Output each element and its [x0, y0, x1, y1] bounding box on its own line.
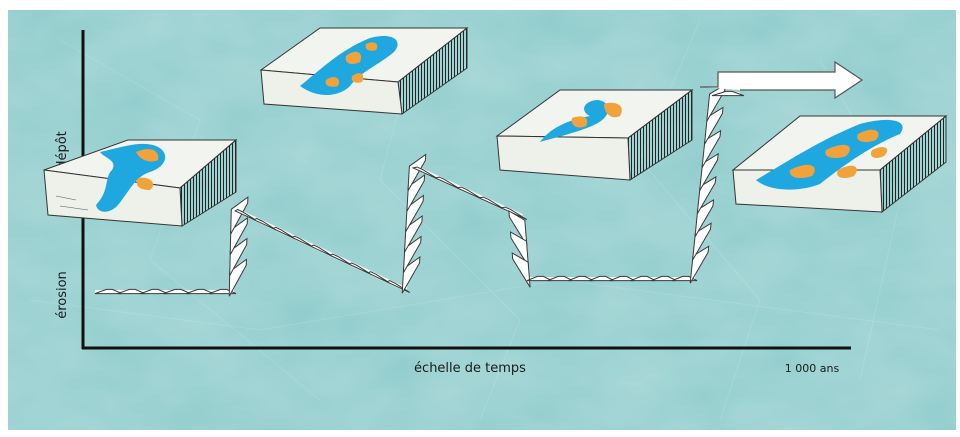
ribbon-coil [589, 275, 615, 282]
ribbon-coil [455, 186, 484, 200]
ribbon-coil [291, 235, 316, 249]
ribbon-coil [547, 275, 573, 282]
ribbon-coil [94, 288, 123, 295]
ribbon-coil [511, 252, 531, 288]
ribbon-coil [163, 288, 191, 295]
ribbon-coil [140, 288, 168, 295]
evolution-ribbon [94, 60, 864, 297]
x-axis-label: échelle de temps [414, 361, 526, 376]
ribbon-arrow-head [700, 60, 864, 100]
ribbon-coil [630, 275, 656, 282]
ribbon-coil [229, 237, 248, 276]
ribbon-coil [433, 176, 462, 190]
ribbon-coil [509, 231, 529, 267]
ribbon-coil [477, 196, 506, 210]
y-axis-label-depot: dépôt [55, 131, 70, 169]
ribbon-coil [651, 275, 677, 282]
ribbon-coil [329, 253, 354, 267]
ribbon-coil [253, 217, 278, 231]
ribbon-coil [568, 275, 594, 282]
ribbon-coil [234, 208, 259, 222]
ribbon-coil [402, 235, 422, 273]
river-block-2 [259, 26, 469, 115]
river-block-illustration-icon [43, 26, 948, 227]
ribbon-coil [367, 271, 392, 285]
ribbon-coil [411, 166, 440, 180]
river-block-1 [43, 138, 238, 227]
river-block-4 [731, 114, 948, 213]
ribbon-coil [186, 288, 214, 295]
ribbon-coil [406, 173, 426, 212]
ribbon-coil [348, 262, 373, 276]
ribbon-coil [405, 194, 424, 232]
ribbon-coil [310, 244, 335, 258]
ribbon-coil [117, 288, 145, 295]
ribbon-coil [229, 216, 248, 256]
ribbon-coil [404, 214, 423, 253]
ribbon-coil [499, 206, 528, 220]
ribbon-coil [609, 275, 636, 282]
ribbon-coils [94, 83, 745, 297]
y-axis-label-erosion: érosion [55, 271, 70, 319]
ribbon-coil [228, 258, 247, 297]
ribbon-coil [272, 226, 297, 240]
ribbon-coil [508, 210, 528, 246]
ribbon-coil [526, 275, 553, 282]
ribbon-coil [711, 90, 745, 97]
ribbon-coil [401, 255, 421, 294]
river-block-3 [495, 89, 694, 181]
time-scale-label: 1 000 ans [785, 362, 840, 375]
